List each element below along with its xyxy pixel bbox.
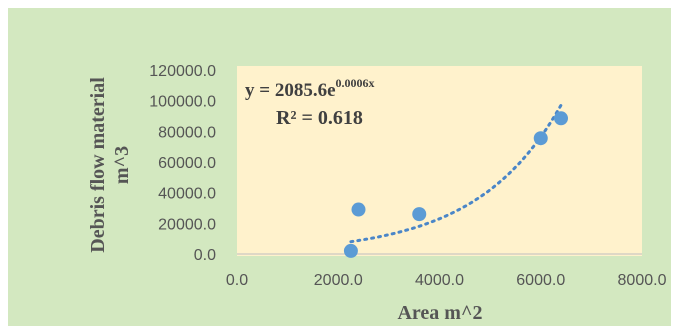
x-tick-labels: 0.0 2000.0 4000.0 6000.0 8000.0 (226, 272, 667, 289)
y-tick-label: 100000.0 (149, 94, 216, 111)
trendline (349, 103, 563, 244)
x-tick-label: 2000.0 (314, 272, 363, 289)
data-point (351, 202, 366, 217)
data-point (343, 243, 358, 258)
y-tick-label: 0.0 (194, 247, 216, 264)
y-tick-label: 20000.0 (158, 216, 216, 233)
y-tick-label: 80000.0 (158, 124, 216, 141)
y-axis-title-line2: m^3 (111, 146, 133, 184)
r-squared-label: R² = 0.618 (276, 107, 363, 129)
y-tick-label: 60000.0 (158, 155, 216, 172)
x-tick-label: 6000.0 (516, 272, 565, 289)
equation-label: y = 2085.6e0.0006x (245, 76, 375, 101)
y-tick-label: 120000.0 (149, 63, 216, 80)
plot-area (237, 66, 642, 256)
x-tick-label: 4000.0 (415, 272, 464, 289)
equation-exponent: 0.0006x (336, 76, 375, 90)
x-tick-label: 8000.0 (618, 272, 667, 289)
y-axis-title-line1: Debris flow material (87, 77, 109, 253)
equation-prefix: y = 2085.6e (245, 80, 336, 101)
y-tick-label: 40000.0 (158, 186, 216, 203)
data-point (533, 131, 548, 146)
data-points (343, 111, 568, 258)
x-tick-label: 0.0 (226, 272, 248, 289)
y-tick-labels: 0.0 20000.0 40000.0 60000.0 80000.0 100000.0 1… (149, 63, 216, 264)
data-point (554, 111, 568, 126)
x-axis-title: Area m^2 (397, 302, 482, 324)
data-point (412, 207, 427, 222)
